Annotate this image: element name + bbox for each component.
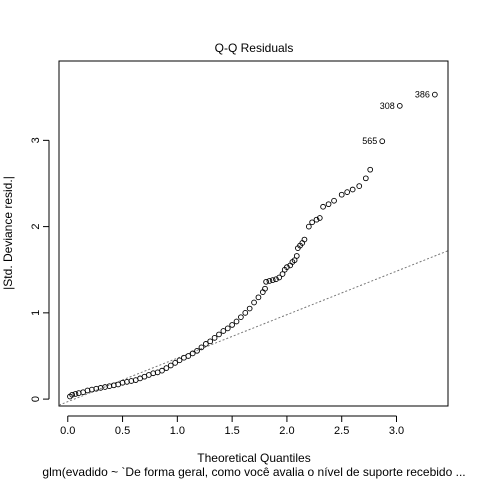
data-point xyxy=(379,138,386,145)
x-tick-label: 2.0 xyxy=(279,425,294,437)
data-point xyxy=(316,215,323,221)
data-point xyxy=(189,350,196,357)
data-point xyxy=(273,276,279,283)
x-tick-label: 2.5 xyxy=(334,425,349,437)
x-tick-label: 1.0 xyxy=(170,425,185,437)
data-point xyxy=(320,203,326,210)
reference-line-layer xyxy=(58,250,449,406)
data-point xyxy=(262,285,268,292)
x-tick-label: 1.5 xyxy=(224,425,239,437)
y-tick-label: 0 xyxy=(30,396,42,402)
data-point xyxy=(432,91,438,98)
data-point xyxy=(207,338,214,345)
data-point xyxy=(284,264,290,270)
data-point xyxy=(367,166,374,173)
data-point xyxy=(309,219,315,226)
data-point xyxy=(331,197,337,204)
data-point xyxy=(211,335,218,341)
data-point xyxy=(233,318,240,325)
data-point xyxy=(396,102,403,109)
data-point xyxy=(72,391,79,397)
point-label: 386 xyxy=(415,90,430,100)
points-layer xyxy=(67,91,438,400)
data-point xyxy=(224,325,231,332)
x-axis: 0.0 0.5 1.0 1.5 2.0 2.5 3.0 xyxy=(60,415,404,437)
data-point xyxy=(291,257,298,264)
annotation-layer: 386 308 565 xyxy=(362,90,430,147)
data-point xyxy=(242,310,249,316)
data-point xyxy=(305,223,312,230)
point-label: 308 xyxy=(380,101,395,111)
data-point xyxy=(198,344,205,351)
x-tick-label: 0.5 xyxy=(115,425,130,437)
data-point xyxy=(349,186,356,193)
data-point xyxy=(279,271,286,277)
data-point xyxy=(344,189,351,195)
data-point xyxy=(276,274,283,281)
data-point xyxy=(172,360,179,366)
data-point xyxy=(159,367,165,374)
data-point xyxy=(163,365,170,371)
data-point xyxy=(301,236,308,243)
data-point xyxy=(216,331,222,338)
plot-frame xyxy=(58,60,449,407)
data-point xyxy=(338,191,345,198)
data-point xyxy=(263,278,269,285)
point-label: 565 xyxy=(362,136,377,146)
data-point xyxy=(246,305,253,312)
data-point xyxy=(269,277,276,283)
y-axis-label: |Std. Deviance resid.| xyxy=(1,176,15,290)
y-tick-label: 3 xyxy=(30,137,42,143)
data-point xyxy=(325,201,332,208)
data-point xyxy=(202,341,209,347)
reference-line xyxy=(58,250,449,406)
data-point xyxy=(220,328,227,334)
x-tick-label: 0.0 xyxy=(60,425,75,437)
y-tick-label: 1 xyxy=(30,310,42,316)
chart-title: Q-Q Residuals xyxy=(215,41,294,55)
data-point xyxy=(185,353,192,359)
data-point xyxy=(356,183,363,189)
data-point xyxy=(255,294,262,301)
data-point xyxy=(238,314,244,321)
data-point xyxy=(69,391,75,398)
data-point xyxy=(194,347,200,354)
data-point xyxy=(313,216,320,223)
data-point xyxy=(229,322,235,328)
data-point xyxy=(293,253,300,259)
data-point xyxy=(251,299,257,306)
model-formula-subtitle: glm(evadido ~ `De forma geral, como você… xyxy=(42,465,465,479)
x-tick-label: 3.0 xyxy=(389,425,404,437)
data-point xyxy=(167,362,174,369)
data-point xyxy=(362,175,369,182)
x-axis-label: Theoretical Quantiles xyxy=(197,451,310,465)
data-point xyxy=(176,357,183,364)
y-axis: 0 1 2 3 xyxy=(30,137,50,402)
data-point xyxy=(266,278,273,284)
y-tick-label: 2 xyxy=(30,224,42,230)
